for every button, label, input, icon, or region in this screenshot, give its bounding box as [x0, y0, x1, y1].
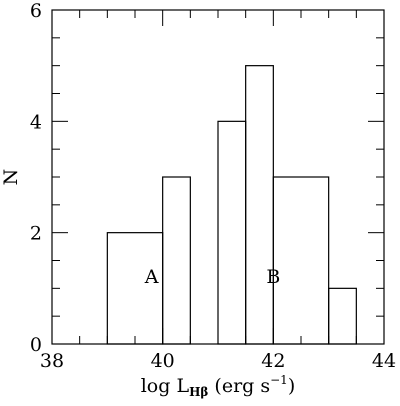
histogram-bar — [272, 176, 330, 345]
x-axis-label-superscript: −1 — [270, 373, 288, 387]
histogram-bar — [162, 176, 191, 345]
histogram-bar — [245, 65, 274, 345]
tick-labels: 38 40 42 44 0 2 4 6 — [30, 0, 396, 372]
group-label: B — [266, 266, 280, 288]
x-tick-label: 44 — [372, 350, 396, 372]
y-tick-label: 4 — [30, 111, 42, 133]
x-axis-label-middle: (erg s — [208, 375, 270, 397]
x-tick-label: 42 — [261, 350, 285, 372]
x-axis-label: log LHβ (erg s−1) — [141, 373, 296, 399]
y-tick-label: 2 — [30, 223, 42, 245]
histogram-bar — [328, 287, 357, 345]
plot-frame — [51, 9, 385, 345]
y-axis-label: N — [0, 169, 22, 186]
histogram-bars — [106, 65, 357, 345]
histogram-bar — [106, 232, 164, 345]
x-tick-label: 38 — [40, 350, 64, 372]
y-tick-label: 0 — [30, 334, 42, 356]
x-axis-label-close: ) — [288, 375, 295, 397]
x-axis-label-prefix: log L — [141, 375, 190, 397]
group-label: A — [144, 266, 159, 288]
histogram-bar — [217, 120, 247, 345]
y-tick-label: 6 — [30, 0, 42, 22]
x-axis-label-subscript: Hβ — [189, 385, 208, 399]
x-tick-label: 40 — [151, 350, 175, 372]
